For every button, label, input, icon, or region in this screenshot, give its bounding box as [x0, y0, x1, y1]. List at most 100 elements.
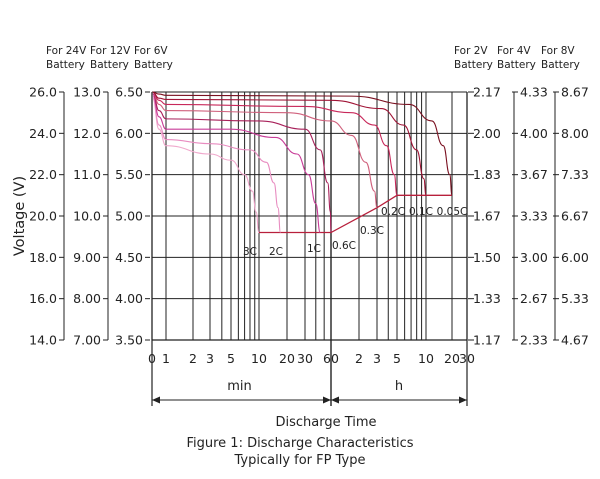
axis-header-right: For 2V [454, 45, 488, 57]
curve-0_2C [152, 91, 398, 196]
y-tick-label-left: 4.50 [115, 250, 143, 265]
y-tick-label-right: 1.67 [473, 209, 501, 224]
rate-label-1C: 1C [307, 243, 321, 255]
y-tick-label-right: 8.00 [561, 126, 589, 141]
y-tick-label-right: 2.67 [520, 291, 548, 306]
y-tick-label-left: 5.00 [115, 209, 143, 224]
y-tick-label-right: 1.50 [473, 250, 501, 265]
axis-header-left: Battery [46, 59, 85, 71]
y-tick-label-left: 26.0 [29, 85, 57, 100]
y-tick-label-left: 7.00 [73, 333, 101, 348]
rate-label-0_3C: 0.3C [360, 225, 384, 237]
y-tick-label-right: 3.33 [520, 209, 548, 224]
y-tick-label-left: 16.0 [29, 291, 57, 306]
axis-header-right: Battery [497, 59, 536, 71]
discharge-chart: For 24VBattery26.024.022.020.018.016.014… [12, 45, 589, 430]
axis-header-left: For 6V [134, 45, 168, 57]
y-tick-label-left: 24.0 [29, 126, 57, 141]
y-tick-label-right: 6.67 [561, 209, 589, 224]
x-tick-label-min: 5 [227, 351, 235, 366]
axis-header-left: For 12V [90, 45, 131, 57]
x-axis-title: Discharge Time [275, 415, 376, 430]
x-tick-label-min: 0 [148, 351, 156, 366]
min-range-arrow-head [152, 396, 160, 404]
x-unit-min: min [227, 379, 252, 394]
hour-range-arrow-head [331, 396, 339, 404]
y-tick-label-left: 22.0 [29, 167, 57, 182]
y-tick-label-left: 20.0 [29, 209, 57, 224]
y-tick-label-left: 12.0 [73, 126, 101, 141]
rate-label-2C: 2C [269, 246, 283, 258]
figure-subtitle: Typically for FP Type [234, 453, 366, 468]
y-tick-label-right: 5.33 [561, 291, 589, 306]
y-tick-label-right: 3.00 [520, 250, 548, 265]
x-tick-label-min: 10 [251, 351, 267, 366]
rate-label-3C: 3C [243, 246, 257, 258]
rate-label-0_05C: 0.05C [437, 206, 468, 218]
y-tick-label-right: 1.17 [473, 333, 501, 348]
y-tick-label-left: 3.50 [115, 333, 143, 348]
y-tick-label-right: 4.00 [520, 126, 548, 141]
axis-header-left: Battery [134, 59, 173, 71]
x-tick-label-min: 3 [206, 351, 214, 366]
curve-0_05C [152, 91, 453, 196]
y-tick-label-left: 6.00 [115, 126, 143, 141]
axis-labels: For 24VBattery26.024.022.020.018.016.014… [12, 45, 589, 430]
curve-0_6C [152, 91, 332, 234]
y-tick-label-right: 1.83 [473, 167, 501, 182]
x-tick-label-min: 20 [279, 351, 295, 366]
y-axis-title: Voltage (V) [12, 176, 28, 256]
x-tick-label-h: 10 [418, 351, 434, 366]
curve-0_3C [152, 91, 378, 209]
axis-header-right: For 4V [497, 45, 531, 57]
y-tick-label-left: 4.00 [115, 291, 143, 306]
y-tick-label-right: 8.67 [561, 85, 589, 100]
hour-range-arrow-head [459, 396, 467, 404]
y-tick-label-left: 10.0 [73, 209, 101, 224]
y-tick-label-right: 6.00 [561, 250, 589, 265]
y-tick-label-left: 6.50 [115, 85, 143, 100]
y-tick-label-right: 4.67 [561, 333, 589, 348]
x-tick-label-min: 30 [297, 351, 313, 366]
y-tick-label-left: 14.0 [29, 333, 57, 348]
x-tick-label-h: 5 [393, 351, 401, 366]
y-tick-label-right: 2.17 [473, 85, 501, 100]
curve-3C [152, 97, 260, 234]
y-tick-label-left: 18.0 [29, 250, 57, 265]
x-tick-label-h: 3 [373, 351, 381, 366]
axis-header-left: Battery [90, 59, 129, 71]
discharge-curves [152, 91, 453, 234]
x-tick-label-min: 1 [162, 351, 170, 366]
curve-2C [152, 95, 281, 234]
y-tick-label-right: 2.33 [520, 333, 548, 348]
rate-label-0_2C: 0.2C [381, 206, 405, 218]
y-tick-label-left: 11.0 [73, 167, 101, 182]
axis-header-right: Battery [541, 59, 580, 71]
y-tick-label-right: 1.33 [473, 291, 501, 306]
rate-label-0_1C: 0.1C [409, 206, 433, 218]
x-unit-h: h [395, 379, 403, 394]
curve-1C [152, 93, 321, 234]
y-tick-label-left: 5.50 [115, 167, 143, 182]
y-tick-label-left: 13.0 [73, 85, 101, 100]
curve-0_1C [152, 91, 427, 196]
figure-title: Figure 1: Discharge Characteristics [186, 436, 414, 451]
x-tick-label-h: 30 [459, 351, 475, 366]
y-tick-label-right: 3.67 [520, 167, 548, 182]
axis-header-left: For 24V [46, 45, 87, 57]
y-tick-label-right: 2.00 [473, 126, 501, 141]
y-tick-label-right: 7.33 [561, 167, 589, 182]
y-tick-label-right: 4.33 [520, 85, 548, 100]
min-range-arrow-head [323, 396, 331, 404]
x-tick-label-h: 2 [355, 351, 363, 366]
y-tick-label-left: 9.00 [73, 250, 101, 265]
axis-header-right: Battery [454, 59, 493, 71]
x-tick-label-min: 2 [189, 351, 197, 366]
x-tick-label-min: 60 [323, 351, 339, 366]
axis-header-right: For 8V [541, 45, 575, 57]
y-tick-label-left: 8.00 [73, 291, 101, 306]
axes [59, 91, 559, 406]
rate-label-0_6C: 0.6C [332, 240, 356, 252]
plot-grid [152, 91, 468, 341]
x-tick-label-h: 20 [444, 351, 460, 366]
